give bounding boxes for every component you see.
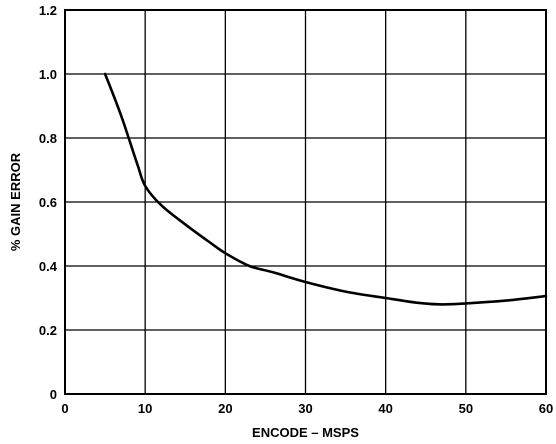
x-tick-label: 30 (298, 401, 312, 416)
x-tick-label: 50 (459, 401, 473, 416)
y-tick-label: 1.2 (39, 3, 57, 18)
y-tick-labels: 0 0.2 0.4 0.6 0.8 1.0 1.2 (39, 3, 58, 402)
gain-error-curve (103, 72, 548, 306)
x-tick-label: 20 (218, 401, 232, 416)
plot-frame (64, 9, 547, 395)
y-tick-label: 0.2 (39, 323, 57, 338)
y-axis-title: % GAIN ERROR (8, 152, 23, 251)
y-tick-label: 0 (50, 387, 57, 402)
x-tick-label: 0 (61, 401, 68, 416)
y-tick-label: 0.4 (39, 259, 58, 274)
x-tick-label: 10 (138, 401, 152, 416)
grid-lines (65, 10, 546, 394)
y-tick-label: 0.8 (39, 131, 57, 146)
y-tick-label: 0.6 (39, 195, 57, 210)
x-tick-label: 60 (539, 401, 553, 416)
x-tick-label: 40 (378, 401, 392, 416)
x-tick-labels: 0 10 20 30 40 50 60 (61, 401, 553, 416)
x-axis-title: ENCODE – MSPS (252, 425, 359, 440)
y-tick-label: 1.0 (39, 67, 57, 82)
